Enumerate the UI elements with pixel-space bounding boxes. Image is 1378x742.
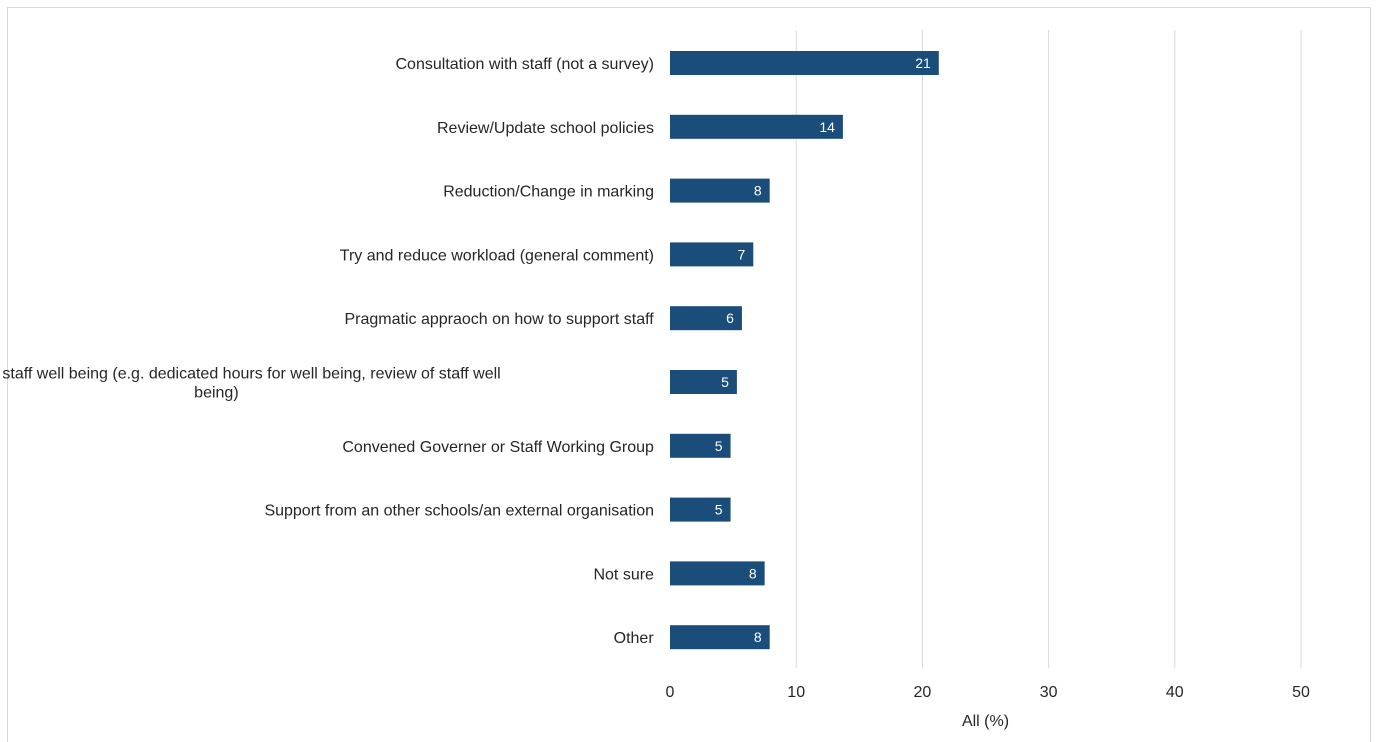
category-label-line: Pragmatic appraoch on how to support sta… (345, 311, 655, 328)
category-label-line: Review/Update school policies (437, 120, 654, 137)
data-label: 14 (819, 119, 835, 135)
data-label: 5 (715, 502, 723, 518)
bars: 21 14 8 7 6 5 5 5 8 8 (670, 51, 939, 650)
category-label: Convened Governer or Staff Working Group (342, 439, 654, 456)
bar (670, 242, 754, 267)
data-label: 6 (726, 310, 734, 326)
data-label: 7 (737, 246, 745, 262)
category-label-line: Convened Governer or Staff Working Group (342, 439, 654, 456)
category-labels: Consultation with staff (not a survey) Re… (0, 56, 654, 647)
category-label: Review/Update school policies (437, 120, 654, 137)
bar (670, 561, 765, 586)
x-tick-label: 0 (666, 684, 675, 701)
bar (670, 433, 731, 458)
x-tick-label: 30 (1040, 684, 1058, 701)
data-label: 21 (915, 55, 931, 71)
x-tick-label: 10 (787, 684, 805, 701)
category-label: Support from an other schools/an externa… (264, 503, 654, 520)
category-label-line: Reduction/Change in marking (443, 184, 654, 201)
x-tick-label: 40 (1166, 684, 1184, 701)
category-label-line: Consultation with staff (not a survey) (396, 56, 655, 73)
x-tick-label: 50 (1292, 684, 1310, 701)
category-label: Reduction/Change in marking (443, 184, 654, 201)
data-label: 5 (721, 374, 729, 390)
category-label: Try and reduce workload (general comment… (340, 247, 654, 264)
gridlines (795, 30, 1302, 668)
x-tick-label: 20 (914, 684, 932, 701)
x-tick-labels: 0 10 20 30 40 50 (666, 684, 1310, 701)
category-label-line: Try and reduce workload (general comment… (340, 247, 654, 264)
category-label: Other (614, 630, 655, 647)
category-label-line: Support from an other schools/an externa… (264, 503, 654, 520)
x-axis-title: All (%) (962, 713, 1009, 730)
category-label-line: Other (614, 630, 655, 647)
category-label: Pragmatic appraoch on how to support sta… (345, 311, 655, 328)
bar (670, 114, 843, 139)
data-label: 8 (754, 183, 762, 199)
bar (670, 51, 939, 75)
category-label: Focus on staff well being (e.g. dedicate… (0, 366, 501, 402)
bar (670, 625, 770, 650)
category-label-line: being) (194, 385, 238, 402)
bar (670, 370, 737, 394)
category-label-line: Focus on staff well being (e.g. dedicate… (0, 366, 501, 383)
category-label: Consultation with staff (not a survey) (396, 56, 655, 73)
data-label: 5 (715, 438, 723, 454)
bar (670, 306, 742, 331)
bar (670, 178, 770, 203)
category-label: Not sure (593, 566, 654, 583)
data-label: 8 (749, 565, 757, 581)
bar (670, 497, 731, 522)
data-label: 8 (754, 629, 762, 645)
category-label-line: Not sure (593, 566, 654, 583)
